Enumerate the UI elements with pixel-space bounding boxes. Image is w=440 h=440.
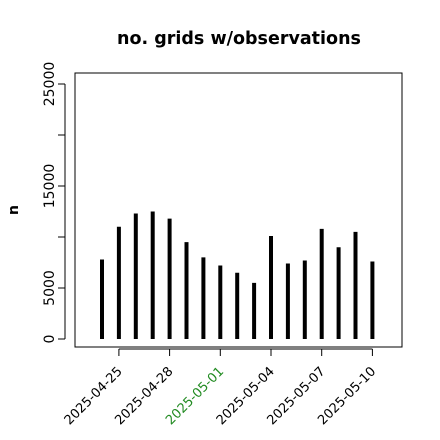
y-tick-label: 25000 (42, 62, 58, 107)
plot-area-frame (74, 72, 403, 348)
bars (100, 211, 375, 339)
x-axis: 2025-04-252025-04-282025-05-012025-05-04… (62, 348, 379, 428)
y-axis-label: n (6, 205, 22, 215)
chart-title: no. grids w/observations (117, 29, 361, 49)
y-axis: 0 5000 15000 25000 (42, 62, 66, 344)
y-tick-label: 5000 (42, 270, 58, 306)
y-tick-label: 0 (42, 335, 58, 344)
y-tick-label: 15000 (42, 164, 58, 209)
